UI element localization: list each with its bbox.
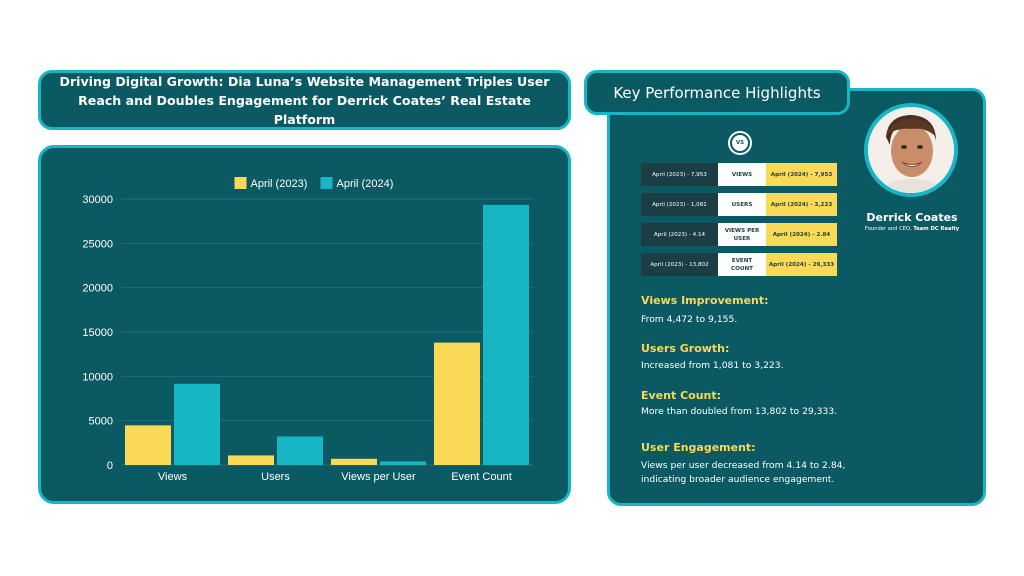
y-tick-label: 25000 xyxy=(82,238,113,250)
comparison-2023-value: April (2023) - 1,081 xyxy=(641,193,718,216)
vs-label: VS xyxy=(732,135,748,151)
metric-line-1: VIEWS PER xyxy=(724,227,760,234)
comparison-metric: VIEWS PER USER xyxy=(718,223,766,246)
person-title: Founder and CEO, xyxy=(864,226,914,232)
title-line-1: Driving Digital Growth: Dia Luna’s Websi… xyxy=(59,73,550,89)
comparison-metric: USERS xyxy=(718,193,766,216)
highlight-users-title: Users Growth: xyxy=(641,342,730,355)
bar xyxy=(125,425,171,465)
panel-title: Key Performance Highlights xyxy=(584,70,850,115)
y-tick-label: 5000 xyxy=(89,416,113,428)
comparison-2023-value: April (2023) - 4.14 xyxy=(641,223,718,246)
comparison-2024-value: April (2024) - 7,953 xyxy=(766,163,837,186)
x-tick-label: Event Count xyxy=(451,471,512,483)
bar xyxy=(380,461,426,465)
comparison-row-users: April (2023) - 1,081 USERS April (2024) … xyxy=(641,193,837,216)
metric-line-1: USERS xyxy=(731,201,753,208)
highlight-events-text: More than doubled from 13,802 to 29,333. xyxy=(641,406,838,417)
y-tick-label: 20000 xyxy=(82,283,113,295)
x-tick-label: Users xyxy=(261,471,290,483)
highlight-engagement-text: Views per user decreased from 4.14 to 2.… xyxy=(641,460,846,485)
comparison-2024-value: April (2024) - 29,333 xyxy=(766,253,837,276)
y-tick-label: 0 xyxy=(107,460,113,472)
bar xyxy=(434,342,480,465)
bar xyxy=(483,204,529,465)
legend-label: April (2024) xyxy=(337,178,394,190)
legend-swatch xyxy=(234,177,247,189)
chart-panel: 0 5000 10000 15000 20000 25000 30000 Views Users… xyxy=(38,145,571,504)
person-portrait-icon xyxy=(868,107,954,193)
person-company: Team DC Realty xyxy=(913,226,960,232)
y-tick-label: 30000 xyxy=(82,194,113,206)
comparison-2023-value: April (2023) - 7,953 xyxy=(641,163,718,186)
y-tick-label: 15000 xyxy=(82,327,113,339)
metric-line-1: EVENT xyxy=(731,257,753,264)
case-study-title-box: Driving Digital Growth: Dia Luna’s Websi… xyxy=(38,70,571,130)
highlight-events-title: Event Count: xyxy=(641,389,722,402)
avatar xyxy=(864,103,958,197)
metric-line-2: COUNT xyxy=(731,265,753,272)
highlight-engagement-title: User Engagement: xyxy=(641,441,756,454)
comparison-2024-value: April (2024) - 3,223 xyxy=(766,193,837,216)
metric-line-1: VIEWS xyxy=(731,171,753,178)
highlight-views-title: Views Improvement: xyxy=(641,294,769,307)
bar xyxy=(277,436,323,465)
legend-swatch xyxy=(320,177,333,189)
person-name: Derrick Coates xyxy=(866,211,958,224)
bar xyxy=(331,458,377,465)
x-tick-label: Views xyxy=(158,471,188,483)
metric-line-2: USER xyxy=(733,235,751,242)
highlight-users-text: Increased from 1,081 to 3,223. xyxy=(641,360,784,371)
comparison-row-views: April (2023) - 7,953 VIEWS April (2024) … xyxy=(641,163,837,186)
comparison-2023-value: April (2023) - 13,802 xyxy=(641,253,718,276)
legend-label: April (2023) xyxy=(251,178,308,190)
title-line-2: Reach and Doubles Engagement for Derrick… xyxy=(78,92,531,127)
comparison-metric: EVENT COUNT xyxy=(718,253,766,276)
vs-badge: VS xyxy=(728,131,752,155)
comparison-row-event-count: April (2023) - 13,802 EVENT COUNT April (… xyxy=(641,253,837,276)
comparison-row-views-per-user: April (2023) - 4.14 VIEWS PER USER April … xyxy=(641,223,837,246)
person-role: Founder and CEO, Team DC Realty xyxy=(846,226,978,232)
y-tick-label: 10000 xyxy=(82,371,113,383)
x-tick-label: Views per User xyxy=(341,471,416,483)
comparison-metric: VIEWS xyxy=(718,163,766,186)
highlight-views-text: From 4,472 to 9,155. xyxy=(641,314,738,325)
bar-chart: 0 5000 10000 15000 20000 25000 30000 Views Users… xyxy=(82,177,533,483)
case-study-title: Driving Digital Growth: Dia Luna’s Websi… xyxy=(51,72,558,129)
bar xyxy=(228,455,274,465)
bar xyxy=(174,383,220,465)
comparison-2024-value: April (2024) - 2.84 xyxy=(766,223,837,246)
